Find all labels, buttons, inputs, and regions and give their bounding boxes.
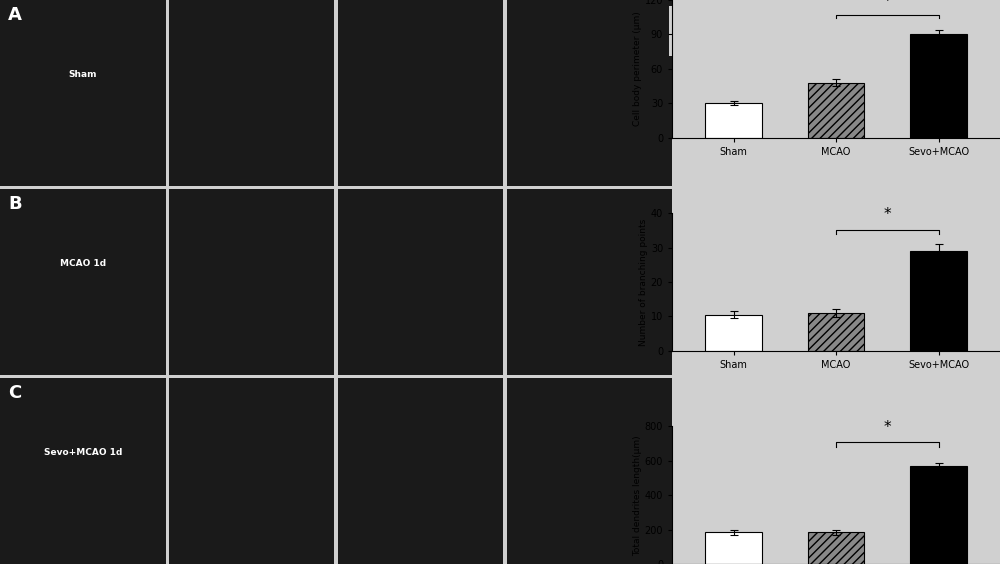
Y-axis label: Number of branching points: Number of branching points: [639, 218, 648, 346]
Bar: [808, 532, 864, 564]
Text: *: *: [883, 0, 891, 9]
Text: A: A: [8, 6, 22, 24]
Text: Sevo+MCAO 1d: Sevo+MCAO 1d: [44, 448, 122, 457]
Text: C: C: [8, 384, 22, 402]
Y-axis label: Cell body perimeter (μm): Cell body perimeter (μm): [633, 11, 642, 126]
Text: Sham: Sham: [69, 70, 97, 79]
Bar: [808, 313, 864, 351]
Bar: [910, 251, 967, 351]
Y-axis label: Total dendrites length(μm): Total dendrites length(μm): [633, 435, 642, 556]
Bar: [705, 532, 762, 564]
Text: D: D: [674, 22, 690, 41]
Bar: [910, 34, 967, 138]
Bar: [808, 82, 864, 138]
Bar: [705, 103, 762, 138]
Text: *: *: [883, 207, 891, 222]
Text: B: B: [8, 195, 22, 213]
Bar: [705, 315, 762, 351]
Text: MCAO 1d: MCAO 1d: [60, 259, 106, 268]
Text: *: *: [883, 420, 891, 435]
Bar: [910, 466, 967, 564]
